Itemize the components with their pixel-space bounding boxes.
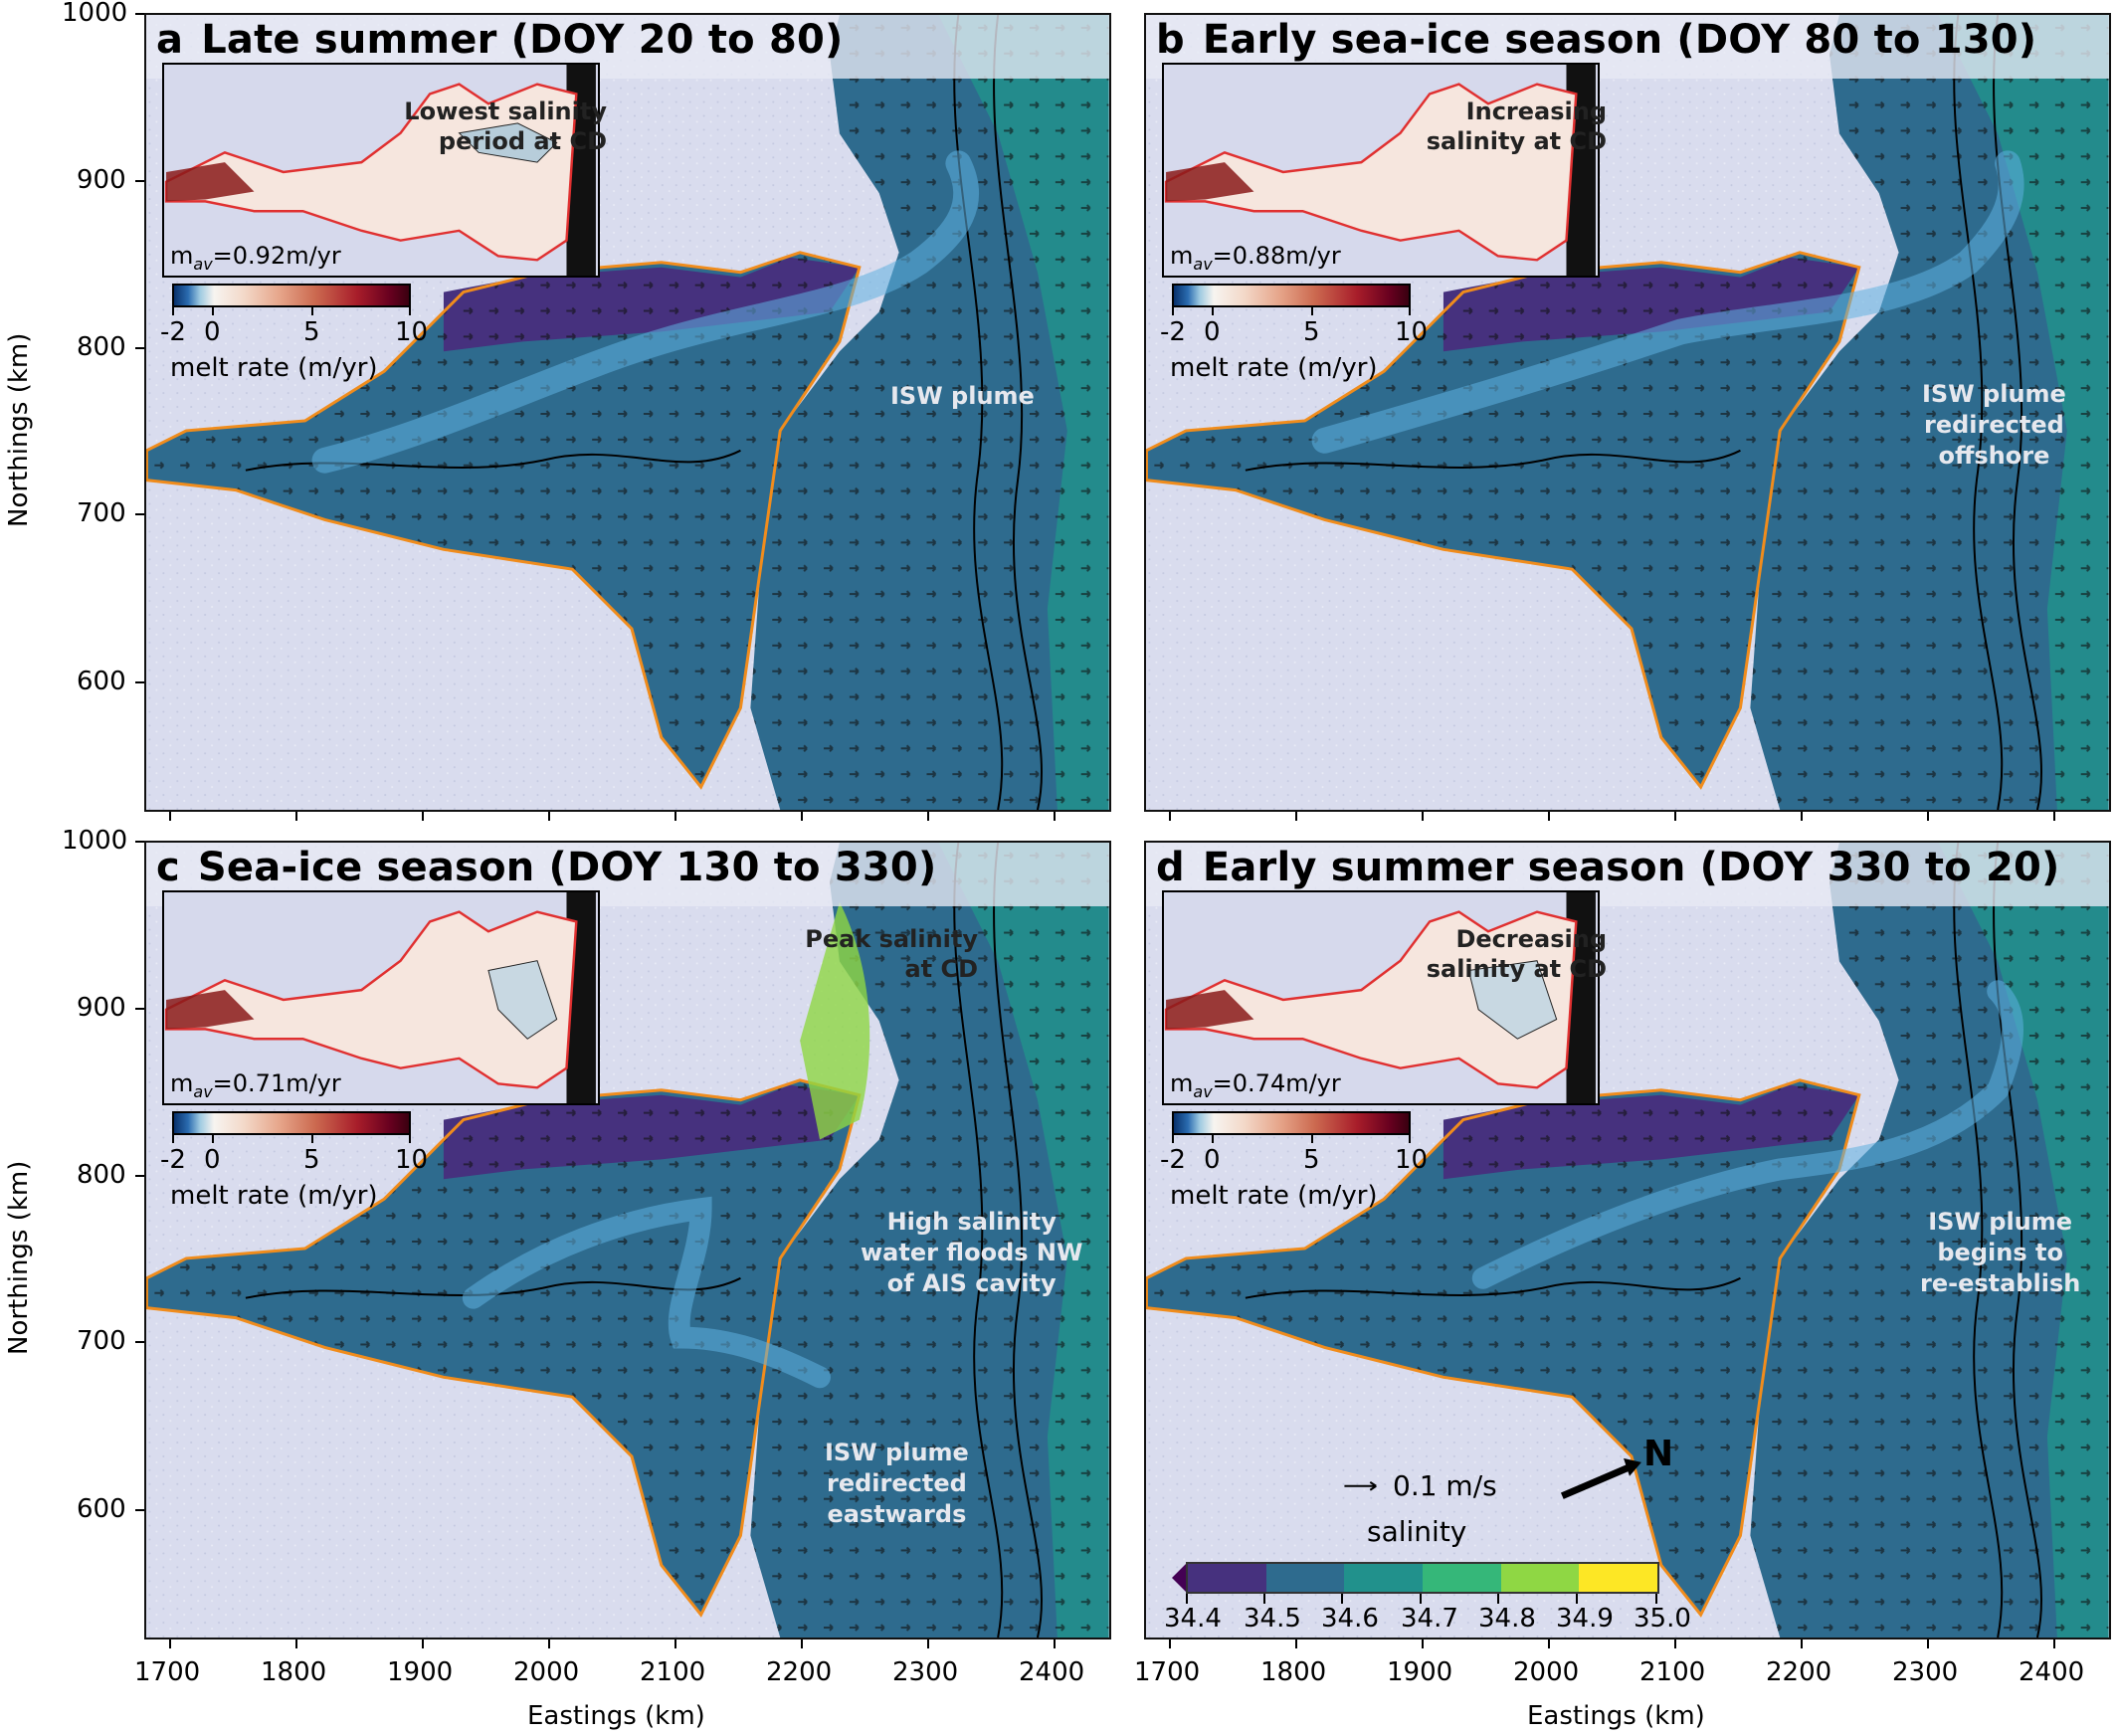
y-axis-title: Northings (km) [4, 1160, 34, 1355]
x-tick: 2200 [1766, 1657, 1832, 1687]
x-tick: 2400 [1019, 1657, 1085, 1687]
melt-rate-label: melt rate (m/yr) [1170, 353, 1378, 383]
salinity-map-c [146, 843, 1109, 1638]
melt-rate-label: melt rate (m/yr) [1170, 1181, 1378, 1211]
panel-d: d Early summer season (DOY 330 to 20) mav… [1144, 841, 2111, 1640]
annotation-cd: Increasing salinity at CD [1426, 97, 1607, 155]
melt-rate-colorbar [172, 284, 411, 307]
plume-arrow-icon [1471, 980, 2023, 1289]
annotation-plume: ISW plume redirected offshore [1922, 380, 2066, 470]
annotation-plume: ISW plume redirected eastwards [825, 1439, 969, 1528]
melt-inset-map: mav=0.74m/yr [1162, 890, 1600, 1105]
annotation-cd: Lowest salinity period at CD [404, 97, 607, 155]
annotation-high-salinity: High salinity water floods NW of AIS cavit… [861, 1208, 1083, 1297]
melt-inset-map: mav=0.92m/yr [162, 63, 600, 278]
north-label: N [1643, 1434, 1674, 1474]
y-tick: 800 [77, 332, 126, 362]
salinity-title: salinity [1367, 1515, 1467, 1548]
melt-inset-map: mav=0.88m/yr [1162, 63, 1600, 278]
plume-arrow-icon [311, 150, 980, 474]
annotation-cd: Decreasing salinity at CD [1426, 925, 1607, 983]
velocity-scale-label: 0.1 m/s [1393, 1469, 1497, 1502]
x-tick: 2000 [1513, 1657, 1580, 1687]
melt-rate-label: melt rate (m/yr) [170, 353, 378, 383]
x-tick: 2100 [640, 1657, 706, 1687]
salinity-map-b [1146, 15, 2109, 810]
y-tick: 700 [77, 498, 126, 528]
x-tick: 1800 [261, 1657, 327, 1687]
panel-a: a Late summer (DOY 20 to 80) mav=0.92m/yr… [144, 13, 1111, 812]
x-tick: 2100 [1639, 1657, 1706, 1687]
y-tick: 700 [77, 1326, 126, 1356]
panel-title: d Early summer season (DOY 330 to 20) [1156, 845, 2060, 890]
velocity-scale-arrow-icon [1344, 1480, 1377, 1491]
salinity-map-d [1146, 843, 2109, 1638]
panel-b: b Early sea-ice season (DOY 80 to 130) ma… [1144, 13, 2111, 812]
y-tick: 1000 [62, 0, 128, 28]
x-tick: 2400 [2019, 1657, 2085, 1687]
plume-arrow-icon [462, 1196, 831, 1389]
x-tick: 2300 [892, 1657, 959, 1687]
x-tick: 1700 [134, 1657, 201, 1687]
y-tick: 600 [77, 667, 126, 696]
annotation-plume: ISW plume [890, 382, 1035, 410]
y-tick: 1000 [62, 826, 128, 856]
melt-rate-colorbar [1172, 1111, 1411, 1135]
panel-c: c Sea-ice season (DOY 130 to 330) mav=0.7… [144, 841, 1111, 1640]
north-arrow-icon [1560, 1462, 1634, 1499]
colorbar-extend-min-icon [1172, 1562, 1188, 1594]
x-tick: 1900 [1387, 1657, 1453, 1687]
y-tick: 600 [77, 1494, 126, 1524]
panel-title: b Early sea-ice season (DOY 80 to 130) [1156, 17, 2037, 63]
y-tick: 900 [77, 165, 126, 195]
melt-rate-colorbar [1172, 284, 1411, 307]
x-tick: 2300 [1892, 1657, 1959, 1687]
mean-melt-label: mav=0.71m/yr [170, 1069, 341, 1101]
annotation-cd: Peak salinity at CD [805, 925, 978, 983]
melt-rate-label: melt rate (m/yr) [170, 1181, 378, 1211]
plume-arrow-icon [1311, 150, 2024, 454]
y-tick: 800 [77, 1160, 126, 1190]
x-tick: 1800 [1260, 1657, 1327, 1687]
panel-title: a Late summer (DOY 20 to 80) [156, 17, 844, 63]
mean-melt-label: mav=0.88m/yr [1170, 242, 1341, 274]
mean-melt-label: mav=0.92m/yr [170, 242, 341, 274]
melt-inset-map: mav=0.71m/yr [162, 890, 600, 1105]
x-tick: 2200 [766, 1657, 833, 1687]
melt-rate-colorbar [172, 1111, 411, 1135]
x-tick: 1900 [387, 1657, 454, 1687]
x-axis-title: Eastings (km) [527, 1701, 705, 1731]
y-tick: 900 [77, 993, 126, 1023]
panel-title: c Sea-ice season (DOY 130 to 330) [156, 845, 937, 890]
annotation-plume: ISW plume begins to re-establish [1920, 1208, 2081, 1297]
y-axis-title: Northings (km) [4, 332, 34, 527]
x-axis-title: Eastings (km) [1527, 1701, 1705, 1731]
salinity-map-a [146, 15, 1109, 810]
x-tick: 1700 [1134, 1657, 1201, 1687]
mean-melt-label: mav=0.74m/yr [1170, 1069, 1341, 1101]
salinity-colorbar [1186, 1562, 1659, 1594]
x-tick: 2000 [513, 1657, 580, 1687]
